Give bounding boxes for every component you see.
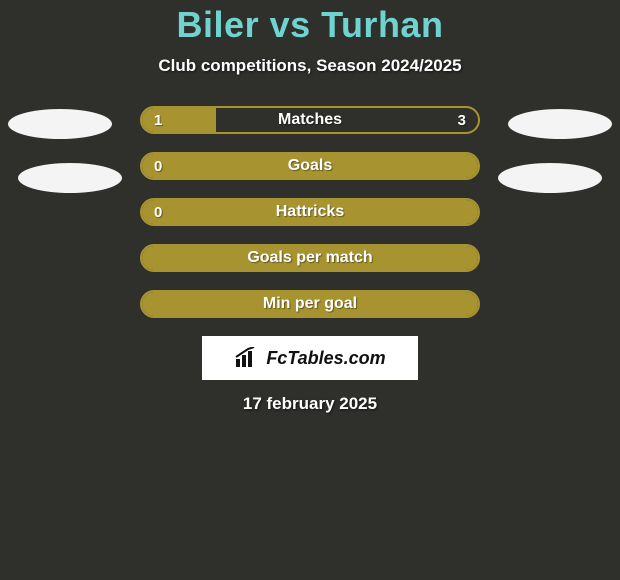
page-title: Biler vs Turhan [0,4,620,46]
brand-text: FcTables.com [266,348,385,369]
stat-row-min-per-goal: Min per goal [140,290,480,318]
stat-label: Goals [142,154,478,178]
stat-label: Matches [142,108,478,132]
brand-link[interactable]: FcTables.com [202,336,418,380]
stat-row-hattricks: 0 Hattricks [140,198,480,226]
stat-label: Hattricks [142,200,478,224]
player-avatar-left-1 [8,109,112,139]
bar-chart-icon [234,347,260,369]
stat-row-matches: 1 Matches 3 [140,106,480,134]
stat-row-goals-per-match: Goals per match [140,244,480,272]
page-subtitle: Club competitions, Season 2024/2025 [0,56,620,76]
player-avatar-left-2 [18,163,122,193]
player-avatar-right-2 [498,163,602,193]
stats-area: 1 Matches 3 0 Goals 0 Hattricks Goals pe… [0,106,620,414]
comparison-widget: Biler vs Turhan Club competitions, Seaso… [0,0,620,414]
stat-row-goals: 0 Goals [140,152,480,180]
stat-value-right: 3 [458,108,466,132]
player-avatar-right-1 [508,109,612,139]
footer-date: 17 february 2025 [0,394,620,414]
stat-label: Min per goal [142,292,478,316]
stat-label: Goals per match [142,246,478,270]
